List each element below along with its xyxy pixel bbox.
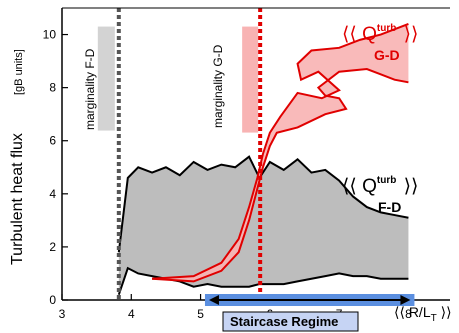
y-tick-label: 2 (49, 240, 56, 254)
x-tick-label: 5 (197, 307, 204, 321)
fd-label-sup: turb (377, 175, 396, 186)
svg-text:⟨⟨ Qturb ⟩⟩: ⟨⟨ Qturb ⟩⟩ (342, 23, 418, 45)
y-axis-unit: [gB units] (13, 49, 25, 95)
fd-label-main: ⟨⟨ Q (342, 176, 377, 197)
marginality-lines (97, 8, 263, 300)
staircase-label-box (222, 311, 359, 332)
fd-series-label: ⟨⟨ Qturb ⟩⟩ F-D (342, 175, 418, 215)
x-tick-label: 3 (59, 307, 66, 321)
y-tick-label: 4 (49, 187, 56, 201)
gd-label-end: ⟩⟩ (398, 24, 418, 45)
fd-label-sub: F-D (378, 199, 401, 215)
x-tick-label: 4 (128, 307, 135, 321)
gd-lower-line (152, 68, 409, 283)
y-tick-label: 0 (49, 293, 56, 307)
x-tick-label: 8 (405, 307, 412, 321)
staircase-arrow-left (208, 295, 219, 305)
fd-label-end: ⟩⟩ (398, 176, 418, 197)
x-axis-label-sub: T (431, 313, 437, 324)
x-axis-label-end: ⟩⟩ (437, 304, 452, 320)
staircase-annotation: Staircase Regime (204, 294, 415, 332)
staircase-label: Staircase Regime (230, 314, 338, 329)
x-axis-label-main: ⟨⟨ R/L (394, 304, 431, 320)
marginality-gd-label: marginality G-D (211, 44, 225, 128)
x-axis-label: ⟨⟨ R/LT ⟩⟩ (394, 304, 452, 324)
marginality-gd-label-bg (242, 26, 259, 133)
gd-label-sup: turb (377, 23, 396, 34)
marginality-fd-label: marginality F-D (83, 48, 97, 130)
gd-series-label: ⟨⟨ Qturb ⟩⟩ G-D (342, 23, 418, 63)
y-tick-label: 6 (49, 134, 56, 148)
gd-upper-line (152, 22, 409, 280)
gd-label-main: ⟨⟨ Q (342, 24, 377, 45)
bands (117, 22, 409, 296)
y-tick-label: 8 (49, 81, 56, 95)
gd-label-sub: G-D (374, 47, 400, 63)
marginality-fd-label-bg (97, 26, 115, 131)
fd-band-fill (118, 156, 409, 295)
staircase-arrow-right (400, 295, 411, 305)
y-axis-label: Turbulent heat flux (9, 133, 26, 265)
y-tick-label: 10 (43, 28, 57, 42)
gd-band-fill (152, 23, 409, 282)
svg-text:⟨⟨ Qturb ⟩⟩: ⟨⟨ Qturb ⟩⟩ (342, 175, 418, 197)
